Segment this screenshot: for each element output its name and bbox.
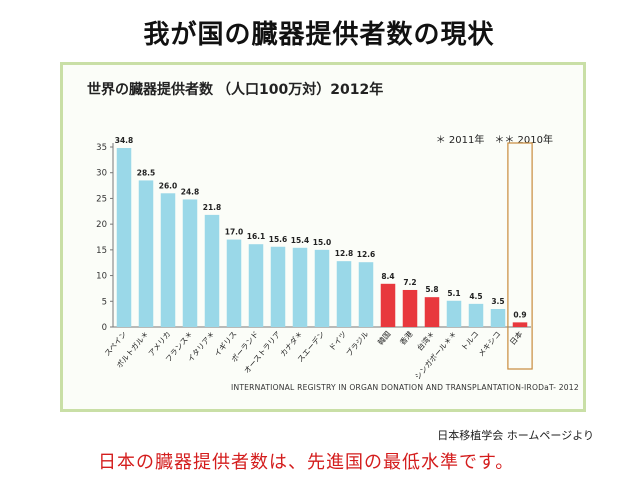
chart-figure: 世界の臓器提供者数 （人口100万対）2012年 ＊ 2011年 ＊＊ 2010年… [60, 62, 586, 412]
y-tick-label: 25 [96, 194, 107, 204]
bar-value-label: 15.0 [313, 238, 332, 247]
conclusion-text: 日本の臓器提供者数は、先進国の最低水準です。 [98, 452, 515, 473]
year-note: ＊ 2011年 ＊＊ 2010年 [435, 135, 553, 146]
bar-value-label: 28.5 [137, 168, 156, 177]
y-tick-label: 10 [96, 272, 107, 282]
chart-heading: 世界の臓器提供者数 （人口100万対）2012年 [87, 79, 383, 99]
category-label: 日本 [507, 328, 525, 346]
chart-source: INTERNATIONAL REGISTRY IN ORGAN DONATION… [231, 383, 579, 392]
bar-value-label: 34.8 [115, 136, 134, 145]
y-tick-label: 20 [96, 220, 107, 230]
y-tick-label: 0 [102, 323, 107, 333]
bar [380, 283, 396, 327]
bar [446, 300, 462, 327]
bar [336, 261, 352, 327]
bar [226, 239, 242, 327]
japan-highlight-box [507, 142, 533, 370]
category-label: メキシコ [476, 330, 502, 359]
bar [116, 148, 132, 327]
category-label: 韓国 [375, 329, 392, 347]
bar [468, 303, 484, 327]
bar-value-label: 8.4 [381, 272, 394, 281]
y-tick-label: 35 [96, 143, 107, 153]
slide-title: 我が国の臓器提供者数の現状 [143, 20, 495, 50]
bar [204, 214, 220, 327]
chart-title: 世界の臓器提供者数 [87, 82, 213, 98]
bar-value-label: 21.8 [203, 203, 222, 212]
bar [358, 262, 374, 327]
bar-value-label: 15.4 [291, 236, 310, 245]
bar-value-label: 26.0 [159, 181, 178, 190]
bar [138, 180, 154, 327]
chart-subtitle: （人口100万対）2012年 [217, 82, 384, 98]
y-tick-label: 15 [96, 246, 107, 256]
category-label: 台湾＊ [414, 329, 436, 353]
bar [248, 244, 264, 327]
bar-chart: 0510152025303534.8スペイン28.5ポルトガル＊26.0アメリカ… [96, 136, 533, 381]
bar-value-label: 5.8 [425, 285, 438, 294]
bar [292, 247, 308, 327]
bar-value-label: 15.6 [269, 235, 288, 244]
source-credit: 日本移植学会 ホームページより [437, 429, 594, 442]
bar-value-label: 5.1 [447, 289, 460, 298]
category-label: シンガポール＊＊ [412, 329, 458, 381]
bar [402, 289, 418, 327]
category-label: 香港 [397, 328, 415, 346]
y-tick-label: 5 [102, 297, 107, 307]
category-label: ドイツ [327, 330, 348, 353]
category-label: トルコ [459, 330, 480, 353]
bar [314, 249, 330, 327]
bar [490, 309, 506, 327]
bar-value-label: 4.5 [469, 292, 482, 301]
category-label: ブラジル [344, 328, 371, 358]
y-tick-label: 30 [96, 169, 107, 179]
bar [182, 199, 198, 327]
bar-value-label: 17.0 [225, 228, 244, 237]
bar-value-label: 12.8 [335, 249, 354, 258]
bar-value-label: 24.8 [181, 187, 200, 196]
bar [424, 297, 440, 327]
bar [512, 322, 528, 327]
bar-value-label: 0.9 [513, 310, 526, 319]
bar-value-label: 12.6 [357, 250, 376, 259]
bar [270, 246, 286, 327]
bar-value-label: 7.2 [403, 278, 416, 287]
bar-value-label: 16.1 [247, 232, 266, 241]
bar [160, 193, 176, 327]
bar-value-label: 3.5 [491, 297, 504, 306]
